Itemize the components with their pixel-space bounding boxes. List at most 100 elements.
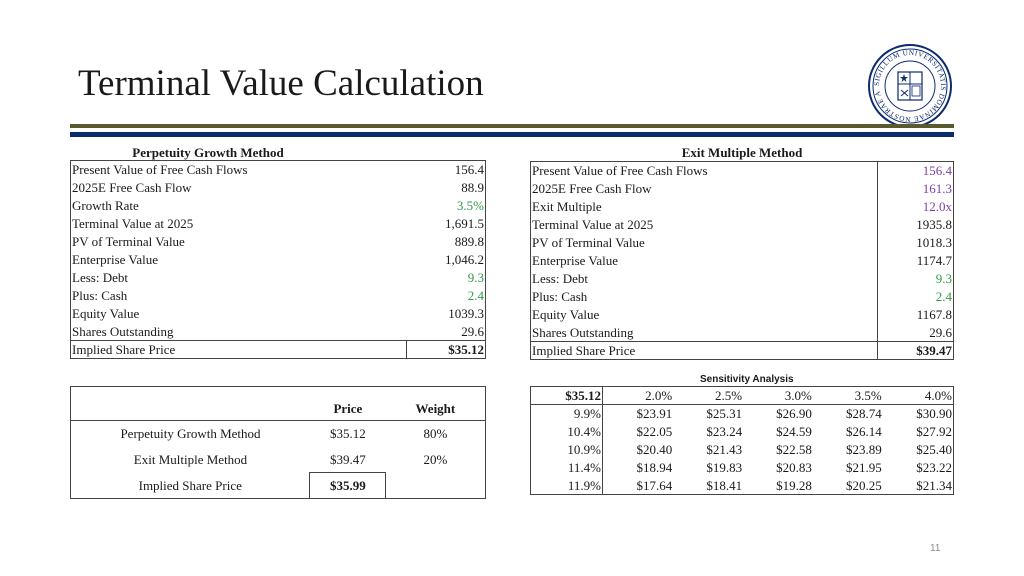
row-label: Enterprise Value <box>532 253 619 268</box>
row-value: 29.6 <box>877 323 954 342</box>
table-row: Implied Share Price $35.12 <box>70 340 486 359</box>
table-cell: $23.24 <box>706 424 743 439</box>
table-cell: $19.83 <box>706 460 743 475</box>
table-row: Exit Multiple 12.0x <box>531 197 954 216</box>
final-label: Implied Share Price <box>138 477 242 493</box>
table-row: Implied Share Price $35.99 <box>71 472 486 499</box>
exit-multiple-heading: Exit Multiple Method <box>681 145 803 160</box>
table-row: 2025E Free Cash Flow 88.9 <box>71 178 486 197</box>
table-row: Plus: Cash 2.4 <box>71 286 486 305</box>
method-weight: 20% <box>423 452 448 467</box>
row-label: Plus: Cash <box>532 289 588 304</box>
header-rule-navy <box>70 132 954 137</box>
table-row: Exit Multiple Method $39.47 20% <box>71 447 486 473</box>
row-value: 161.3 <box>877 179 954 198</box>
method-label: Perpetuity Growth Method <box>120 426 261 442</box>
discount-rate-header: 9.9% <box>530 404 603 423</box>
row-label: Less: Debt <box>72 270 128 285</box>
table-row: Equity Value 1039.3 <box>71 304 486 323</box>
table-cell: $28.74 <box>845 406 882 422</box>
table-row: Less: Debt 9.3 <box>531 269 954 288</box>
table-cell: $18.41 <box>706 477 743 493</box>
row-label: Present Value of Free Cash Flows <box>532 163 708 179</box>
row-value: 1167.8 <box>877 305 954 324</box>
table-row: Terminal Value at 2025 1,691.5 <box>71 214 486 233</box>
implied-share-price-value: $35.12 <box>406 340 486 359</box>
table-cell: $24.59 <box>776 424 812 439</box>
table-cell: $26.14 <box>845 424 882 439</box>
header-rule-olive <box>70 124 954 128</box>
table-cell: $25.31 <box>706 406 743 422</box>
perpetuity-heading: Perpetuity Growth Method <box>132 145 284 160</box>
perpetuity-table: Present Value of Free Cash Flows 156.4 20… <box>70 160 486 359</box>
discount-rate-header: 10.9% <box>530 440 603 459</box>
method-label: Exit Multiple Method <box>133 452 248 467</box>
slide-title: Terminal Value Calculation <box>78 63 484 104</box>
table-row: 9.9% $23.91 $25.31 $26.90 $28.74 $30.90 <box>530 404 954 423</box>
table-cell: $21.95 <box>845 460 882 475</box>
table-row: Less: Debt 9.3 <box>71 268 486 287</box>
row-value: 1174.7 <box>877 251 954 270</box>
table-cell: $26.90 <box>776 406 812 422</box>
table-cell: $21.43 <box>706 442 743 457</box>
table-cell: $23.89 <box>845 442 882 457</box>
sensitivity-corner-value: $35.12 <box>530 386 603 405</box>
row-label: Terminal Value at 2025 <box>72 216 194 231</box>
table-row: Growth Rate 3.5% <box>71 196 486 215</box>
table-row: 11.9% $17.64 $18.41 $19.28 $20.25 $21.34 <box>530 476 954 495</box>
sensitivity-table: $35.12 2.0% 2.5% 3.0% 3.5% 4.0% 9.9% $23… <box>530 386 954 495</box>
header-blank <box>70 386 310 421</box>
row-label: Shares Outstanding <box>532 324 634 340</box>
weight-header: Weight <box>385 386 486 421</box>
method-weight: 80% <box>423 426 448 442</box>
table-cell: $19.28 <box>776 477 812 493</box>
table-row: PV of Terminal Value 889.8 <box>71 232 486 251</box>
row-label: Enterprise Value <box>72 252 159 267</box>
row-value: 88.9 <box>406 178 486 197</box>
growth-col-header: 4.0% <box>882 386 954 405</box>
row-label: Implied Share Price <box>530 341 878 360</box>
row-value: 9.3 <box>877 269 954 288</box>
row-value: 29.6 <box>406 322 486 341</box>
row-label: Terminal Value at 2025 <box>532 217 654 232</box>
table-cell: $23.91 <box>636 406 673 422</box>
table-cell: $20.40 <box>636 442 673 457</box>
row-value: 1935.8 <box>877 215 954 234</box>
discount-rate-header: 10.4% <box>530 422 603 441</box>
table-cell: $17.64 <box>636 477 673 493</box>
row-value: 1039.3 <box>406 304 486 323</box>
row-value: 9.3 <box>406 268 486 287</box>
table-cell: $25.40 <box>916 442 952 457</box>
row-value: 889.8 <box>406 232 486 251</box>
weighted-price-table: Price Weight Perpetuity Growth Method $3… <box>70 386 486 499</box>
row-value: 12.0x <box>877 197 954 216</box>
table-row: Shares Outstanding 29.6 <box>71 322 486 341</box>
table-row: Perpetuity Growth Method $35.12 80% <box>71 421 486 447</box>
row-label: Shares Outstanding <box>72 323 174 339</box>
row-label: Growth Rate <box>72 198 139 213</box>
growth-col-header: 2.5% <box>673 386 744 405</box>
table-row: Present Value of Free Cash Flows 156.4 <box>71 160 486 179</box>
table-row: 10.4% $22.05 $23.24 $24.59 $26.14 $27.92 <box>530 422 954 441</box>
table-row: Present Value of Free Cash Flows 156.4 <box>531 161 954 180</box>
table-row: 11.4% $18.94 $19.83 $20.83 $21.95 $23.22 <box>530 458 954 477</box>
exit-multiple-table: Present Value of Free Cash Flows 156.4 20… <box>530 161 954 360</box>
table-row: Enterprise Value 1,046.2 <box>71 250 486 269</box>
row-value: 2.4 <box>406 286 486 305</box>
table-row: Enterprise Value 1174.7 <box>531 251 954 270</box>
row-value: 1,046.2 <box>406 250 486 269</box>
final-weight-blank <box>386 473 486 499</box>
table-row: PV of Terminal Value 1018.3 <box>531 233 954 252</box>
university-seal-logo: SIGILLUM UNIVERSITATIS DOMINAE NOSTRAE A… <box>868 44 952 128</box>
row-label: Equity Value <box>72 306 140 321</box>
table-row: Implied Share Price $39.47 <box>530 341 954 360</box>
row-label: 2025E Free Cash Flow <box>72 180 192 195</box>
row-label: Implied Share Price <box>70 340 407 359</box>
table-cell: $20.83 <box>776 460 812 475</box>
method-price: $35.12 <box>330 426 366 442</box>
row-label: Equity Value <box>532 307 600 322</box>
row-label: Plus: Cash <box>72 288 128 303</box>
row-label: PV of Terminal Value <box>532 235 645 250</box>
table-row: 10.9% $20.40 $21.43 $22.58 $23.89 $25.40 <box>530 440 954 459</box>
discount-rate-header: 11.4% <box>530 458 603 477</box>
